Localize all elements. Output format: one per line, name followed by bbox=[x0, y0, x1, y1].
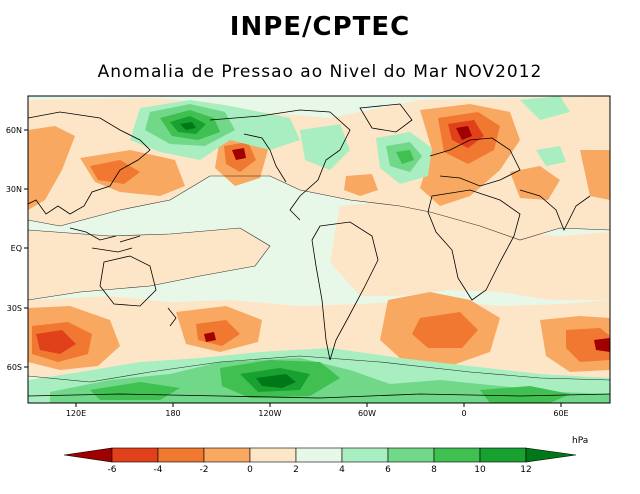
colorbar-tick-label: 12 bbox=[520, 465, 531, 475]
lat-label-60n: 60N bbox=[6, 126, 22, 135]
map-frame bbox=[27, 95, 611, 404]
colorbar-segment bbox=[203, 447, 251, 463]
contours bbox=[28, 175, 610, 383]
colorbar-tick-label: 4 bbox=[339, 465, 345, 475]
lat-label-30s: 30S bbox=[7, 304, 22, 313]
lon-label-120e: 120E bbox=[66, 409, 86, 418]
lon-label-120w: 120W bbox=[258, 409, 281, 418]
anomaly-field bbox=[28, 96, 610, 403]
latitude-axis: 60N 30N EQ 30S 60S bbox=[6, 126, 28, 372]
lon-label-60e: 60E bbox=[553, 409, 568, 418]
lon-label-180: 180 bbox=[165, 409, 180, 418]
colorbar-tick-label: -6 bbox=[108, 465, 117, 475]
colorbar-segment bbox=[387, 447, 435, 463]
colorbar-segment bbox=[479, 447, 527, 463]
colorbar-tick-label: 0 bbox=[247, 465, 253, 475]
colorbar-segment bbox=[249, 447, 297, 463]
colorbar-tick-label: 2 bbox=[293, 465, 299, 475]
colorbar-tick-label: -4 bbox=[154, 465, 163, 475]
colorbar-tick-label: 10 bbox=[474, 465, 486, 475]
colorbar-tick-label: 8 bbox=[431, 465, 437, 475]
colorbar-segment bbox=[157, 447, 205, 463]
lon-label-0: 0 bbox=[461, 409, 466, 418]
colorbar-segment bbox=[433, 447, 481, 463]
colorbar-unit: hPa bbox=[572, 436, 588, 446]
colorbar-segment bbox=[295, 447, 343, 463]
lat-label-eq: EQ bbox=[11, 244, 22, 253]
colorbar-segment bbox=[111, 447, 159, 463]
colorbar-segment bbox=[341, 447, 389, 463]
longitude-axis: 120E 180 120W 60W 0 60E bbox=[66, 403, 569, 418]
coastlines bbox=[28, 103, 610, 399]
lat-label-60s: 60S bbox=[7, 363, 22, 372]
colorbar-tick-label: 6 bbox=[385, 465, 391, 475]
map-title: INPE/CPTEC bbox=[229, 12, 411, 42]
colorbar: -6 -4 -2 0 2 4 6 8 10 12 hPa bbox=[63, 436, 588, 475]
colorbar-tick-label: -2 bbox=[200, 465, 209, 475]
map-subtitle: Anomalia de Pressao ao Nivel do Mar NOV2… bbox=[97, 62, 543, 82]
lon-label-60w: 60W bbox=[358, 409, 376, 418]
colorbar-max-arrow bbox=[525, 447, 577, 463]
colorbar-min-arrow bbox=[63, 447, 113, 463]
lat-label-30n: 30N bbox=[6, 185, 22, 194]
